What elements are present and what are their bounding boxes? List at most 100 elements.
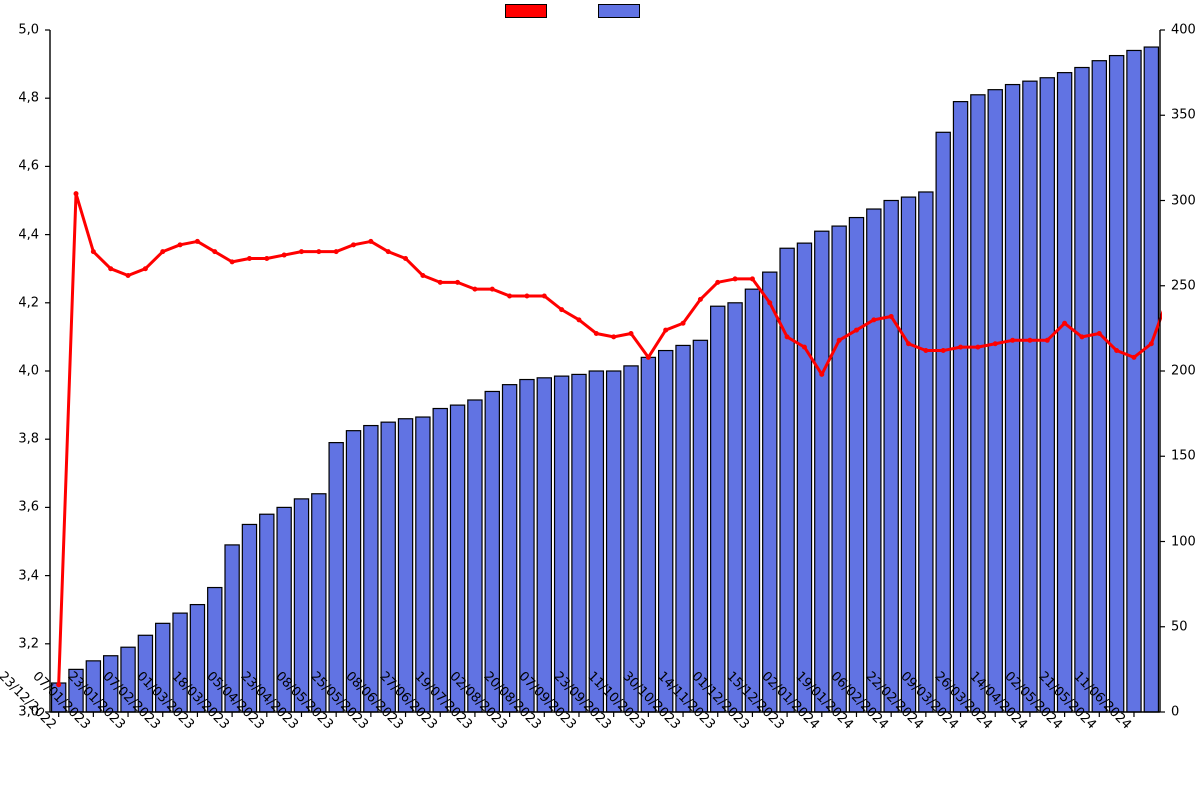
bar (485, 391, 499, 712)
rating-marker (265, 256, 269, 260)
bar (1023, 81, 1037, 712)
bar (1005, 85, 1019, 712)
rating-marker (126, 274, 130, 278)
bar (971, 95, 985, 712)
bar (329, 443, 343, 712)
rating-marker (421, 274, 425, 278)
bar (919, 192, 933, 712)
rating-marker (490, 287, 494, 291)
bar (1075, 68, 1089, 712)
y-left-tick-label: 4,2 (0, 295, 39, 310)
rating-marker (438, 280, 442, 284)
rating-marker (143, 267, 147, 271)
rating-marker (594, 331, 598, 335)
rating-marker (785, 335, 789, 339)
bar (745, 289, 759, 712)
bar (364, 426, 378, 712)
bar (433, 409, 447, 712)
y-left-tick-label: 4,6 (0, 159, 39, 174)
rating-marker (473, 287, 477, 291)
bar (763, 272, 777, 712)
rating-marker (646, 355, 650, 359)
rating-marker (664, 328, 668, 332)
rating-marker (959, 345, 963, 349)
y-right-tick-label: 250 (1171, 278, 1196, 293)
legend-swatch-line (505, 4, 547, 18)
rating-marker (1115, 349, 1119, 353)
rating-marker (282, 253, 286, 257)
bar (1040, 78, 1054, 712)
y-right-tick-label: 50 (1171, 619, 1188, 634)
rating-marker (802, 345, 806, 349)
bar (1144, 47, 1158, 712)
y-left-tick-label: 3,2 (0, 636, 39, 651)
y-right-tick-label: 300 (1171, 193, 1196, 208)
bar (849, 218, 863, 712)
rating-marker (716, 280, 720, 284)
bar (936, 132, 950, 712)
rating-marker (317, 250, 321, 254)
rating-marker (577, 318, 581, 322)
rating-marker (91, 250, 95, 254)
bar (537, 378, 551, 712)
bar (294, 499, 308, 712)
rating-marker (854, 328, 858, 332)
y-right-tick-label: 100 (1171, 534, 1196, 549)
rating-marker (768, 301, 772, 305)
rating-marker (820, 372, 824, 376)
bar (641, 357, 655, 712)
bar (867, 209, 881, 712)
bar (450, 405, 464, 712)
bar (398, 419, 412, 712)
rating-marker (508, 294, 512, 298)
rating-marker (560, 308, 564, 312)
rating-marker (213, 250, 217, 254)
y-left-tick-label: 4,8 (0, 91, 39, 106)
rating-marker (230, 260, 234, 264)
rating-marker (750, 277, 754, 281)
y-right-tick-label: 0 (1171, 705, 1179, 720)
rating-marker (837, 338, 841, 342)
bar (1127, 50, 1141, 712)
bar (624, 366, 638, 712)
rating-marker (681, 321, 685, 325)
rating-marker (629, 331, 633, 335)
y-left-tick-label: 3,8 (0, 432, 39, 447)
bar (711, 306, 725, 712)
rating-marker (1097, 331, 1101, 335)
bar (884, 201, 898, 713)
dual-axis-chart: 3,03,23,43,63,84,04,24,44,64,85,00501001… (0, 0, 1200, 800)
rating-marker (889, 314, 893, 318)
y-left-tick-label: 3,6 (0, 500, 39, 515)
bar (502, 385, 516, 712)
rating-marker (178, 243, 182, 247)
bar (693, 340, 707, 712)
bar (676, 345, 690, 712)
rating-marker (404, 256, 408, 260)
bar (953, 102, 967, 712)
bar (832, 226, 846, 712)
y-right-tick-label: 350 (1171, 108, 1196, 123)
rating-marker (369, 239, 373, 243)
rating-marker (1063, 321, 1067, 325)
bar (416, 417, 430, 712)
bar (572, 374, 586, 712)
rating-marker (456, 280, 460, 284)
rating-marker (334, 250, 338, 254)
rating-marker (161, 250, 165, 254)
rating-marker (924, 349, 928, 353)
rating-marker (525, 294, 529, 298)
rating-marker (733, 277, 737, 281)
bar (659, 351, 673, 712)
rating-marker (993, 342, 997, 346)
rating-marker (698, 297, 702, 301)
rating-marker (1149, 342, 1153, 346)
bar (988, 90, 1002, 712)
bar (468, 400, 482, 712)
bar (728, 303, 742, 712)
rating-marker (74, 192, 78, 196)
bar (520, 380, 534, 712)
rating-marker (872, 318, 876, 322)
rating-marker (109, 267, 113, 271)
rating-marker (386, 250, 390, 254)
